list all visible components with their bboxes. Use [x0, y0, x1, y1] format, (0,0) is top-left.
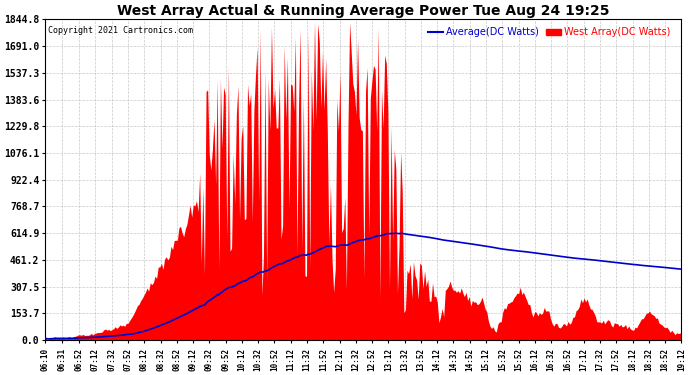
Title: West Array Actual & Running Average Power Tue Aug 24 19:25: West Array Actual & Running Average Powe…	[117, 4, 609, 18]
Legend: Average(DC Watts), West Array(DC Watts): Average(DC Watts), West Array(DC Watts)	[428, 27, 670, 38]
Text: Copyright 2021 Cartronics.com: Copyright 2021 Cartronics.com	[48, 26, 193, 35]
